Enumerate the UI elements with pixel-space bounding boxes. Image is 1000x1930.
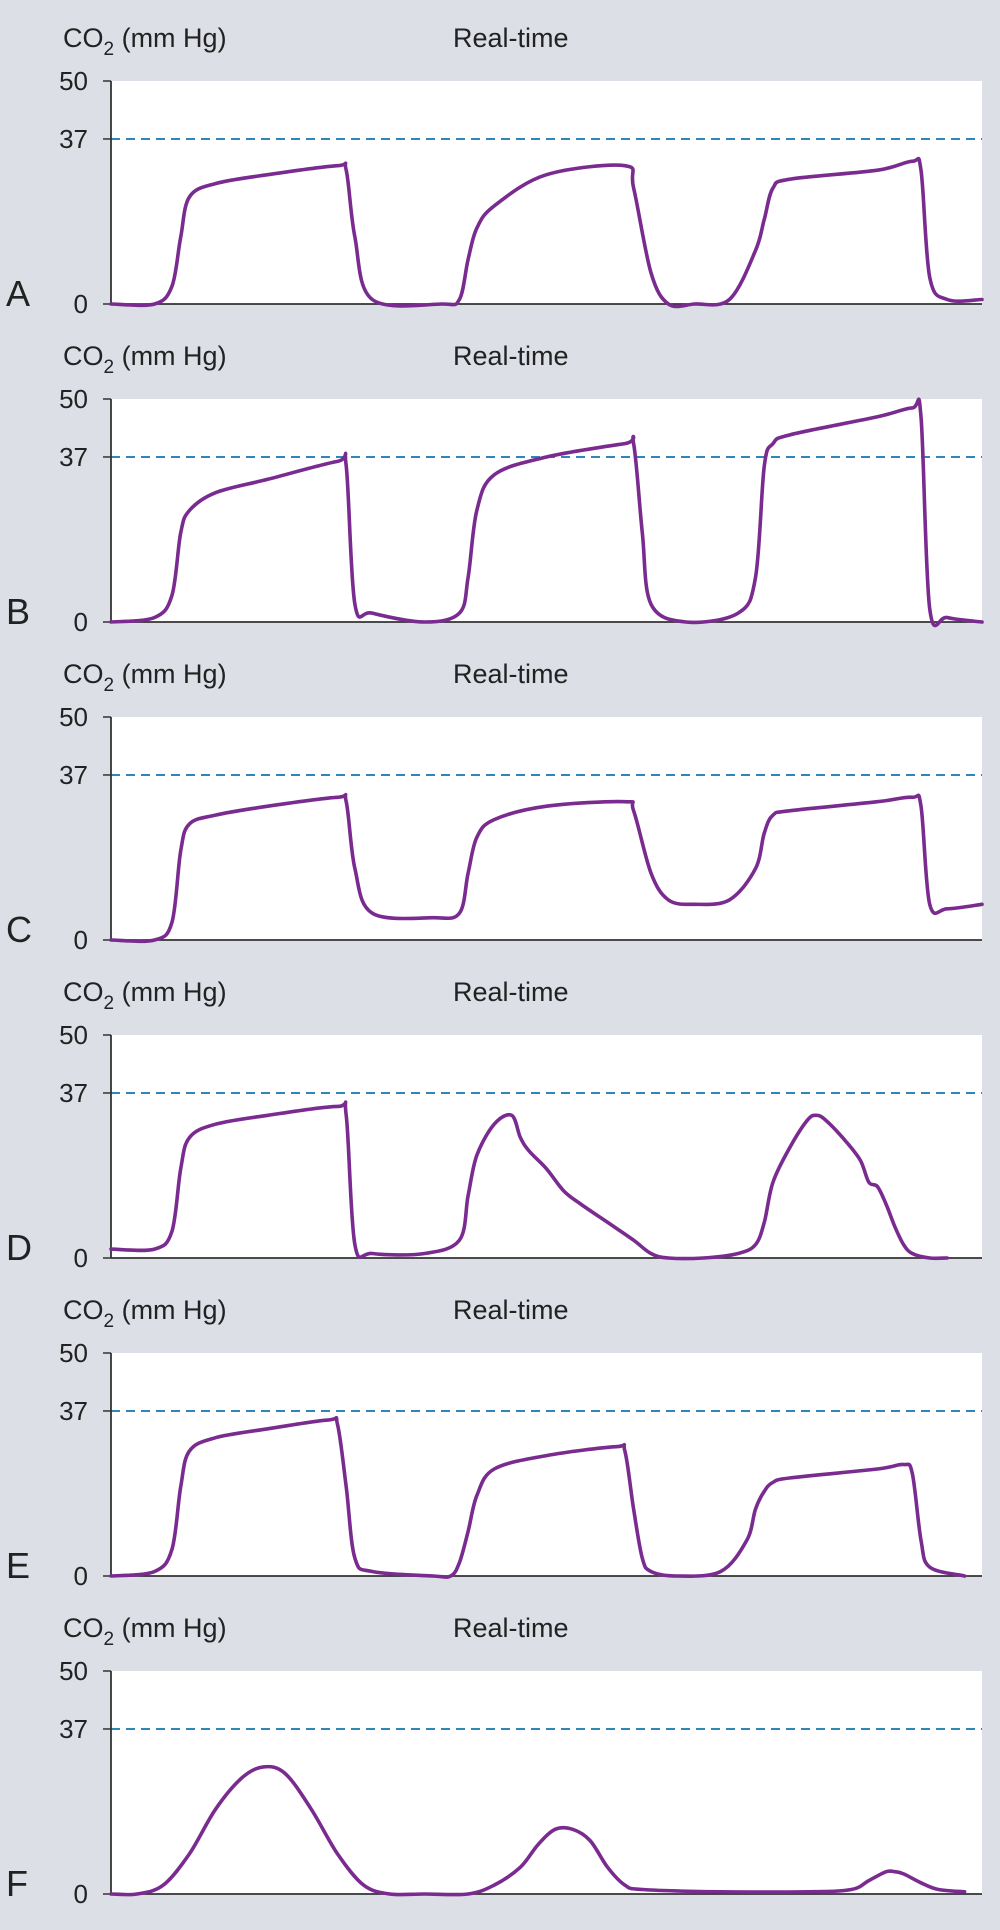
y-axis-label: CO2 (mm Hg)	[63, 977, 227, 1014]
y-axis-label-unit: (mm Hg)	[114, 1613, 226, 1643]
y-tick-label-50: 50	[59, 1020, 88, 1050]
plot-area	[111, 1353, 982, 1576]
y-tick-label-50: 50	[59, 1656, 88, 1686]
panel-f: CO2 (mm Hg) Real-time 50 37 0 F	[6, 1613, 982, 1909]
panel-d: CO2 (mm Hg) Real-time 50 37 0 D	[6, 977, 982, 1273]
panel-header: Real-time	[453, 977, 569, 1007]
y-axis-label: CO2 (mm Hg)	[63, 23, 227, 60]
y-tick-label-37: 37	[59, 442, 88, 472]
y-tick-label-37: 37	[59, 760, 88, 790]
y-axis-label: CO2 (mm Hg)	[63, 1295, 227, 1332]
plot-area	[111, 717, 982, 940]
y-tick-label-0: 0	[74, 1879, 88, 1909]
y-axis-label-main: CO	[63, 1613, 104, 1643]
panel-letter: C	[6, 909, 32, 950]
y-axis-label: CO2 (mm Hg)	[63, 1613, 227, 1650]
panel-letter: F	[6, 1863, 28, 1904]
panel-letter: B	[6, 591, 30, 632]
y-tick-label-0: 0	[74, 925, 88, 955]
waveform-line	[109, 792, 984, 944]
panel-letter: E	[6, 1545, 30, 1586]
y-tick-label-50: 50	[59, 66, 88, 96]
waveform-line	[109, 1764, 967, 1897]
waveform-line	[109, 1100, 949, 1261]
panel-header: Real-time	[453, 1295, 569, 1325]
plot-area	[111, 399, 982, 622]
panel-header: Real-time	[453, 341, 569, 371]
panel-header: Real-time	[453, 659, 569, 689]
waveform-line	[109, 1415, 967, 1579]
y-axis-label-subscript: 2	[104, 357, 115, 378]
y-axis-label-subscript: 2	[104, 675, 115, 696]
y-tick-label-37: 37	[59, 1396, 88, 1426]
y-axis-label-main: CO	[63, 23, 104, 53]
y-tick-label-0: 0	[74, 289, 88, 319]
y-axis-label-subscript: 2	[104, 1629, 115, 1650]
y-axis-label-unit: (mm Hg)	[114, 659, 226, 689]
y-axis-label-main: CO	[63, 659, 104, 689]
y-axis-label: CO2 (mm Hg)	[63, 341, 227, 378]
panel-a: CO2 (mm Hg) Real-time 50 37 0 A	[6, 23, 984, 319]
panel-header: Real-time	[453, 23, 569, 53]
panel-letter: D	[6, 1227, 32, 1268]
y-axis-label-main: CO	[63, 341, 104, 371]
y-axis-label-unit: (mm Hg)	[114, 977, 226, 1007]
y-tick-label-37: 37	[59, 1714, 88, 1744]
y-tick-label-37: 37	[59, 1078, 88, 1108]
y-axis-label-subscript: 2	[104, 993, 115, 1014]
y-tick-label-50: 50	[59, 384, 88, 414]
panel-c: CO2 (mm Hg) Real-time 50 37 0 C	[6, 659, 984, 955]
y-tick-label-50: 50	[59, 1338, 88, 1368]
plot-area	[111, 81, 982, 304]
y-tick-label-37: 37	[59, 124, 88, 154]
y-tick-label-50: 50	[59, 702, 88, 732]
waveform-line	[109, 397, 984, 628]
y-tick-label-0: 0	[74, 607, 88, 637]
y-axis-label-unit: (mm Hg)	[114, 341, 226, 371]
y-axis-label-main: CO	[63, 977, 104, 1007]
y-axis-label-subscript: 2	[104, 1311, 115, 1332]
plot-area	[111, 1035, 982, 1258]
panel-b: CO2 (mm Hg) Real-time 50 37 0 B	[6, 341, 984, 637]
y-axis-label-subscript: 2	[104, 39, 115, 60]
panel-header: Real-time	[453, 1613, 569, 1643]
panel-letter: A	[6, 273, 30, 314]
y-axis-label: CO2 (mm Hg)	[63, 659, 227, 696]
waveform-line	[109, 156, 984, 309]
y-axis-label-unit: (mm Hg)	[114, 1295, 226, 1325]
panel-e: CO2 (mm Hg) Real-time 50 37 0 E	[6, 1295, 982, 1591]
y-tick-label-0: 0	[74, 1561, 88, 1591]
y-tick-label-0: 0	[74, 1243, 88, 1273]
y-axis-label-unit: (mm Hg)	[114, 23, 226, 53]
plot-area	[111, 1671, 982, 1894]
y-axis-label-main: CO	[63, 1295, 104, 1325]
